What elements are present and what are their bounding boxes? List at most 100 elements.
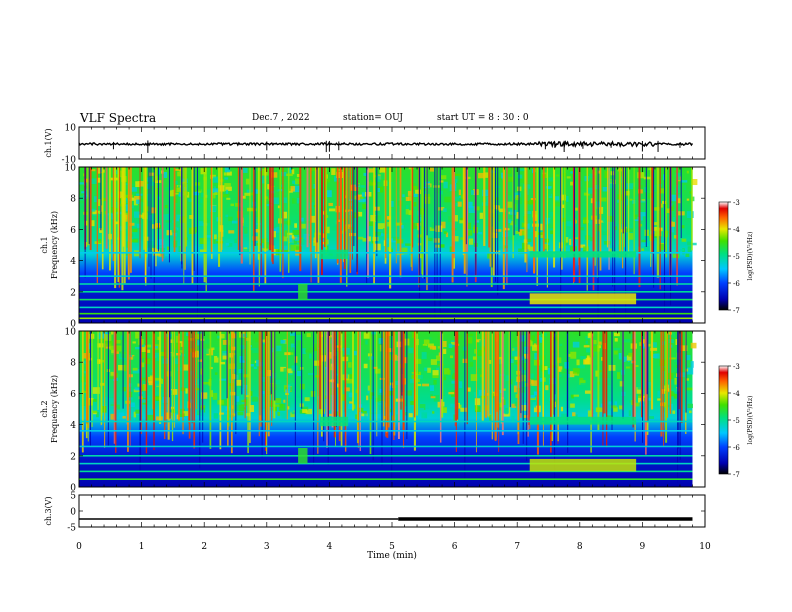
ch2-spec-texture-cell: [290, 332, 296, 336]
ch1-spec-texture-cell: [428, 237, 433, 242]
ch1-spec-dark-streak: [645, 167, 647, 247]
ch1-spec-texture-cell: [515, 195, 520, 200]
ch1-spec-texture-cell: [441, 221, 446, 229]
ch2-spec-texture-cell: [600, 357, 604, 361]
ch2-spec-texture-cell: [344, 387, 350, 392]
ch1-spec-texture-cell: [254, 232, 260, 235]
ch2-spec-sferic-streak: [439, 331, 442, 443]
ch1-spec-texture-cell: [150, 245, 155, 251]
ch2-spec-texture-cell: [558, 366, 563, 372]
ch2-spec-texture-cell: [362, 354, 366, 361]
ch2-spec-texture-cell: [178, 413, 185, 418]
ch1-spec-texture-cell: [560, 194, 567, 201]
ch2-spec-sferic-streak: [660, 331, 663, 437]
x-tick-label: 1: [139, 542, 145, 552]
ch2-spec-texture-cell: [452, 376, 458, 379]
ch2-spec-texture-cell: [449, 355, 454, 359]
ch1-spec-texture-cell: [284, 213, 287, 217]
ch1-spec-texture-cell: [467, 230, 473, 236]
ch1-spec-sferic-streak: [161, 167, 164, 262]
ch1-spec-dark-streak: [426, 167, 428, 236]
ch2-spec-texture-cell: [430, 359, 437, 365]
ch2-spec-texture-cell: [657, 398, 662, 401]
ch1-spec-texture-cell: [675, 172, 681, 177]
ch2-spec-texture-cell: [273, 404, 280, 407]
ch2-spec-noise-band: [79, 462, 693, 465]
ch1-spec-texture-cell: [294, 197, 300, 204]
ch2-spec-texture-cell: [441, 341, 447, 348]
ch1-spec-texture-cell: [527, 238, 532, 242]
ch1-spec-texture-cell: [225, 189, 229, 194]
ch2-spec-texture-cell: [238, 368, 243, 374]
ch1-spec-texture-cell: [163, 172, 168, 178]
ch1-spec-sferic-streak: [185, 167, 187, 247]
ch2-spec-texture-cell: [637, 383, 644, 390]
ch1-spec-colorbar-tick-label: -5: [733, 253, 740, 261]
ch2-spec-texture-cell: [532, 378, 538, 382]
ch2-spec-texture-cell: [262, 339, 266, 343]
ch2-spec-texture-cell: [477, 349, 483, 357]
ch1-spec-texture-cell: [499, 208, 506, 213]
ch2-spec-texture-cell: [470, 374, 478, 382]
ch1-spec-texture-cell: [671, 225, 675, 233]
ch1-spec-texture-cell: [426, 184, 431, 188]
ch2-spec-texture-cell: [314, 344, 318, 352]
ch1-spec-texture-cell: [677, 196, 681, 204]
ch2-spec-dark-streak: [122, 331, 124, 409]
ch2-spec-texture-cell: [81, 390, 88, 393]
ch2-spec-texture-cell: [657, 390, 663, 398]
ch2-spec-texture-cell: [220, 333, 225, 339]
ch1-spec-texture-cell: [545, 217, 551, 225]
ch2-spec-dark-streak: [381, 331, 383, 466]
ch2-spec-texture-cell: [404, 400, 408, 407]
ch2-spec-texture-cell: [275, 379, 281, 385]
ch2-spec-texture-cell: [209, 390, 214, 397]
ch2-spec-texture-cell: [366, 395, 369, 401]
ch2-spec-texture-cell: [301, 406, 309, 411]
ch2-spec-dark-streak: [464, 331, 466, 482]
ch1-spec-texture-cell: [151, 207, 156, 214]
ch2-spec-texture-cell: [508, 358, 514, 364]
ch2-spec-texture-cell: [309, 353, 312, 359]
ch2-spec-sferic-streak: [145, 331, 148, 454]
ch2-spec-texture-cell: [276, 345, 282, 352]
ch1-spec-dark-streak: [439, 167, 441, 314]
ch2-spec-texture-cell: [418, 407, 424, 412]
ch2-spec-texture-cell: [189, 399, 194, 403]
ch2-spec-texture-cell: [169, 353, 173, 360]
ch1-spec-texture-cell: [344, 209, 348, 213]
ch1-spec-sferic-streak: [385, 167, 387, 259]
x-tick-label: 7: [514, 542, 520, 552]
ch1-spec-dark-streak: [181, 167, 183, 265]
ch2-spec-texture-cell: [304, 397, 310, 402]
ch2-spec-texture-cell: [467, 387, 471, 392]
ch2-spec-texture-cell: [426, 405, 429, 410]
ch2-spec-texture-cell: [214, 346, 222, 350]
ch1-spec-texture-cell: [148, 172, 155, 176]
ch1-spec-texture-cell: [547, 186, 551, 190]
ch2-spec-sferic-streak: [171, 331, 174, 442]
ch1-spec-texture-cell: [672, 251, 680, 258]
ch1-spec-noise-band: [79, 298, 693, 301]
ch1-spec-texture-cell: [405, 243, 412, 246]
ch1-spec-texture-cell: [255, 229, 260, 233]
ch1-spec-texture-cell: [165, 205, 168, 209]
ch1-spec-texture-cell: [687, 246, 692, 253]
ch1-spec-texture-cell: [690, 242, 697, 246]
ch1-spec-texture-cell: [124, 251, 131, 256]
ch2-spec-texture-cell: [192, 350, 199, 358]
ch1-spec-texture-cell: [474, 206, 480, 211]
ch1-spec-texture-cell: [311, 167, 315, 171]
ch2-spec-texture-cell: [522, 363, 527, 371]
ch2-spec-texture-cell: [346, 378, 354, 384]
ch2-spec-sferic-streak: [528, 331, 530, 425]
ch2-spec-texture-cell: [88, 398, 94, 401]
ch2-spec-texture-cell: [249, 391, 253, 396]
ch2-spec-dark-streak: [554, 331, 556, 484]
ch1-spec-dark-streak: [356, 167, 358, 272]
ch1-spec-texture-cell: [468, 206, 476, 213]
ch1-spec-texture-cell: [443, 231, 447, 235]
ch1-spec-texture-cell: [380, 233, 384, 237]
ch2-spec-texture-cell: [182, 364, 189, 371]
ch2-spec-texture-cell: [635, 364, 639, 368]
